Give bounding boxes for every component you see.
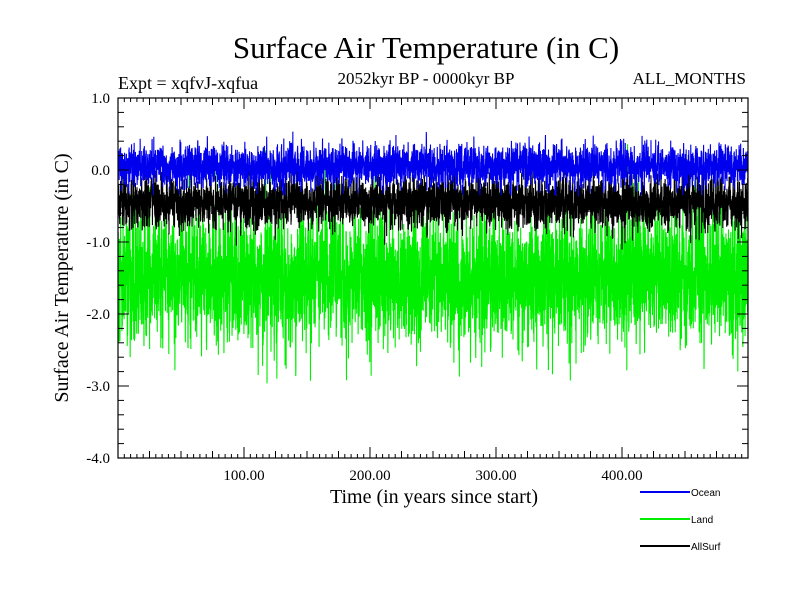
x-tick-label: 300.00 <box>475 468 516 484</box>
y-axis-label: Surface Air Temperature (in C) <box>51 153 73 402</box>
chart-title: Surface Air Temperature (in C) <box>233 30 619 65</box>
series-line-ocean <box>117 131 749 198</box>
plot-area: 100.00 200.00 300.00 400.00 1.0 0.0 -1.0 -2.0 -3… <box>86 91 749 484</box>
series-line-land <box>117 144 749 384</box>
series-line-allsurf <box>117 154 749 250</box>
y-tick-label: 0.0 <box>91 163 110 179</box>
x-tick-label: 400.00 <box>601 468 642 484</box>
y-tick-label: -4.0 <box>86 451 110 467</box>
y-tick-label: -3.0 <box>86 379 110 395</box>
period-label: 2052kyr BP - 0000kyr BP <box>338 69 515 88</box>
experiment-label: Expt = xqfvJ-xqfua <box>118 73 258 93</box>
y-tick-label: 1.0 <box>91 91 110 107</box>
legend-label-allsurf: AllSurf <box>691 542 721 553</box>
legend-label-land: Land <box>691 515 713 526</box>
y-tick-label: -1.0 <box>86 235 110 251</box>
y-tick-label: -2.0 <box>86 307 110 323</box>
legend: Ocean Land AllSurf <box>640 488 721 553</box>
x-tick-label: 200.00 <box>349 468 390 484</box>
legend-label-ocean: Ocean <box>691 488 720 499</box>
x-tick-label: 100.00 <box>223 468 264 484</box>
months-label: ALL_MONTHS <box>633 69 746 88</box>
x-axis-label: Time (in years since start) <box>330 486 538 508</box>
